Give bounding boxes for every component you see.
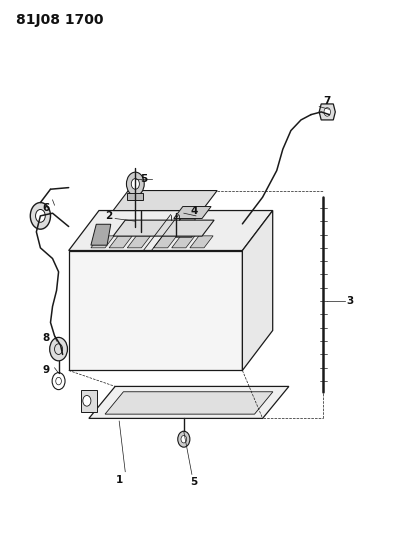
Polygon shape bbox=[127, 193, 143, 200]
Polygon shape bbox=[81, 390, 97, 412]
Text: 5: 5 bbox=[190, 478, 198, 487]
Text: 9: 9 bbox=[43, 366, 50, 375]
Polygon shape bbox=[190, 236, 213, 248]
Circle shape bbox=[83, 395, 91, 406]
Circle shape bbox=[50, 337, 67, 361]
Polygon shape bbox=[176, 216, 196, 237]
Polygon shape bbox=[242, 211, 273, 370]
Polygon shape bbox=[105, 392, 273, 414]
Text: 4: 4 bbox=[190, 206, 198, 215]
Circle shape bbox=[178, 431, 190, 447]
Polygon shape bbox=[113, 191, 217, 211]
Text: 1: 1 bbox=[116, 475, 123, 484]
Circle shape bbox=[126, 172, 144, 196]
Polygon shape bbox=[319, 104, 335, 120]
Circle shape bbox=[181, 435, 187, 443]
Polygon shape bbox=[69, 211, 273, 251]
Text: 7: 7 bbox=[324, 96, 331, 106]
Text: 5: 5 bbox=[140, 174, 147, 183]
Text: 6: 6 bbox=[43, 203, 50, 213]
Polygon shape bbox=[109, 236, 133, 248]
Polygon shape bbox=[91, 224, 111, 245]
Polygon shape bbox=[174, 207, 211, 219]
Polygon shape bbox=[154, 236, 177, 248]
Polygon shape bbox=[113, 220, 214, 236]
Text: 2: 2 bbox=[105, 211, 113, 221]
Circle shape bbox=[131, 179, 139, 189]
Polygon shape bbox=[89, 386, 289, 418]
Circle shape bbox=[324, 108, 330, 116]
Polygon shape bbox=[91, 236, 114, 248]
Polygon shape bbox=[127, 236, 151, 248]
Text: 8: 8 bbox=[43, 334, 50, 343]
Text: 3: 3 bbox=[346, 296, 353, 306]
Circle shape bbox=[30, 203, 50, 229]
Circle shape bbox=[36, 209, 45, 222]
Polygon shape bbox=[69, 251, 242, 370]
Polygon shape bbox=[172, 236, 195, 248]
Text: 81J08 1700: 81J08 1700 bbox=[16, 13, 104, 27]
